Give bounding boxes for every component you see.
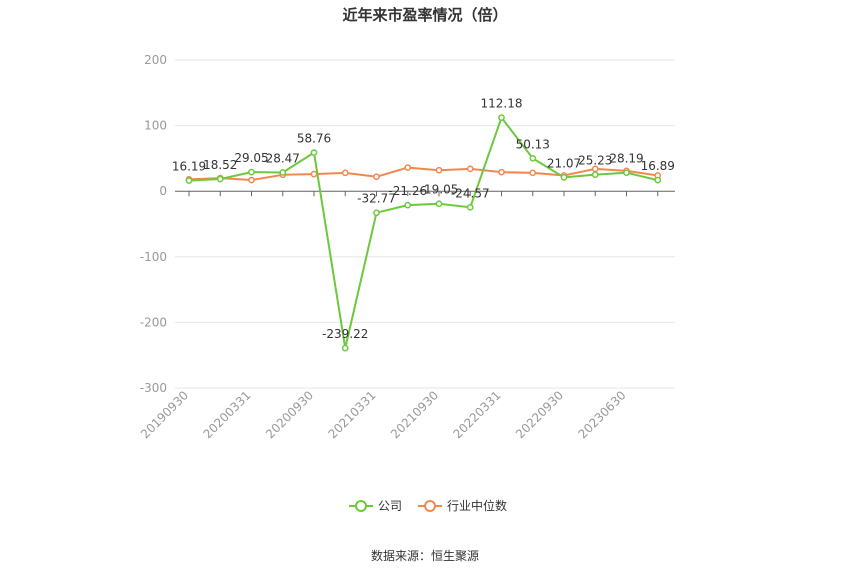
data-label: 16.89 xyxy=(641,159,675,173)
x-tick-label: 20190930 xyxy=(138,388,191,441)
data-point xyxy=(435,166,443,174)
data-point xyxy=(279,169,287,176)
data-point xyxy=(404,164,412,171)
data-labels: 16.1918.5229.0528.4758.76-239.22-32.77-2… xyxy=(172,97,675,342)
data-label: -32.77 xyxy=(357,192,396,206)
x-axis: 20190930 20200331 20200930 20210331 20210930… xyxy=(138,190,675,441)
data-point xyxy=(560,174,568,181)
data-label: 50.13 xyxy=(516,137,550,151)
data-point xyxy=(529,169,537,177)
x-tick-label: 20200930 xyxy=(263,388,316,441)
data-point xyxy=(341,344,349,352)
chart-title: 近年来市盈率情况（倍） xyxy=(342,6,507,24)
data-label: 16.19 xyxy=(172,160,206,174)
y-tick-label: 0 xyxy=(159,184,167,198)
x-tick-label: 20210930 xyxy=(388,388,441,441)
y-tick-label: 200 xyxy=(144,53,167,67)
legend: 公司 行业中位数 xyxy=(349,498,507,513)
data-label: 112.18 xyxy=(481,97,523,111)
data-point xyxy=(185,177,193,184)
data-point xyxy=(529,154,537,162)
legend-marker xyxy=(424,500,436,512)
x-tick-label: 20230630 xyxy=(576,388,629,441)
y-axis: 200 100 0 -100 -200 -300 xyxy=(140,53,167,395)
data-point xyxy=(623,169,630,177)
legend-label: 公司 xyxy=(378,499,402,513)
y-tick-label: 100 xyxy=(144,119,167,133)
data-label: -21.26 xyxy=(388,184,427,198)
data-label: 18.52 xyxy=(203,158,237,172)
data-point xyxy=(373,173,380,181)
data-label: -239.22 xyxy=(322,327,368,341)
data-point xyxy=(310,170,318,178)
data-point xyxy=(466,203,474,211)
data-point xyxy=(248,168,255,176)
source-note: 数据来源：恒生聚源 xyxy=(371,548,479,563)
data-point xyxy=(310,149,318,157)
series-lines xyxy=(185,114,662,352)
x-tick-label: 20220930 xyxy=(513,388,566,441)
data-label: -24.57 xyxy=(451,186,490,200)
data-point xyxy=(498,168,505,176)
data-point xyxy=(591,171,599,178)
data-label: 28.19 xyxy=(609,152,643,166)
series-line-1 xyxy=(188,166,658,182)
x-tick-label: 20200331 xyxy=(201,388,254,441)
data-point xyxy=(216,175,224,183)
data-point xyxy=(341,169,349,177)
data-label: 28.47 xyxy=(266,152,300,166)
data-point xyxy=(373,209,380,217)
data-point xyxy=(435,200,443,208)
legend-marker xyxy=(355,500,367,512)
data-point xyxy=(404,201,412,209)
data-label: 58.76 xyxy=(297,132,331,146)
data-point xyxy=(654,176,662,184)
data-label: 25.23 xyxy=(578,154,612,168)
y-tick-label: -300 xyxy=(140,381,167,395)
x-tick-label: 20210331 xyxy=(326,388,379,441)
data-point xyxy=(498,114,505,121)
data-label: 29.05 xyxy=(234,151,268,165)
y-tick-label: -200 xyxy=(140,315,167,329)
data-point xyxy=(466,165,474,173)
grid xyxy=(175,59,675,389)
data-label: 21.07 xyxy=(547,156,581,170)
y-tick-label: -100 xyxy=(140,250,167,264)
x-tick-label: 20220331 xyxy=(451,388,504,441)
data-point xyxy=(248,176,255,184)
legend-label: 行业中位数 xyxy=(447,498,507,513)
series-line-0 xyxy=(188,116,658,350)
data-label: -19.05 xyxy=(420,183,459,197)
